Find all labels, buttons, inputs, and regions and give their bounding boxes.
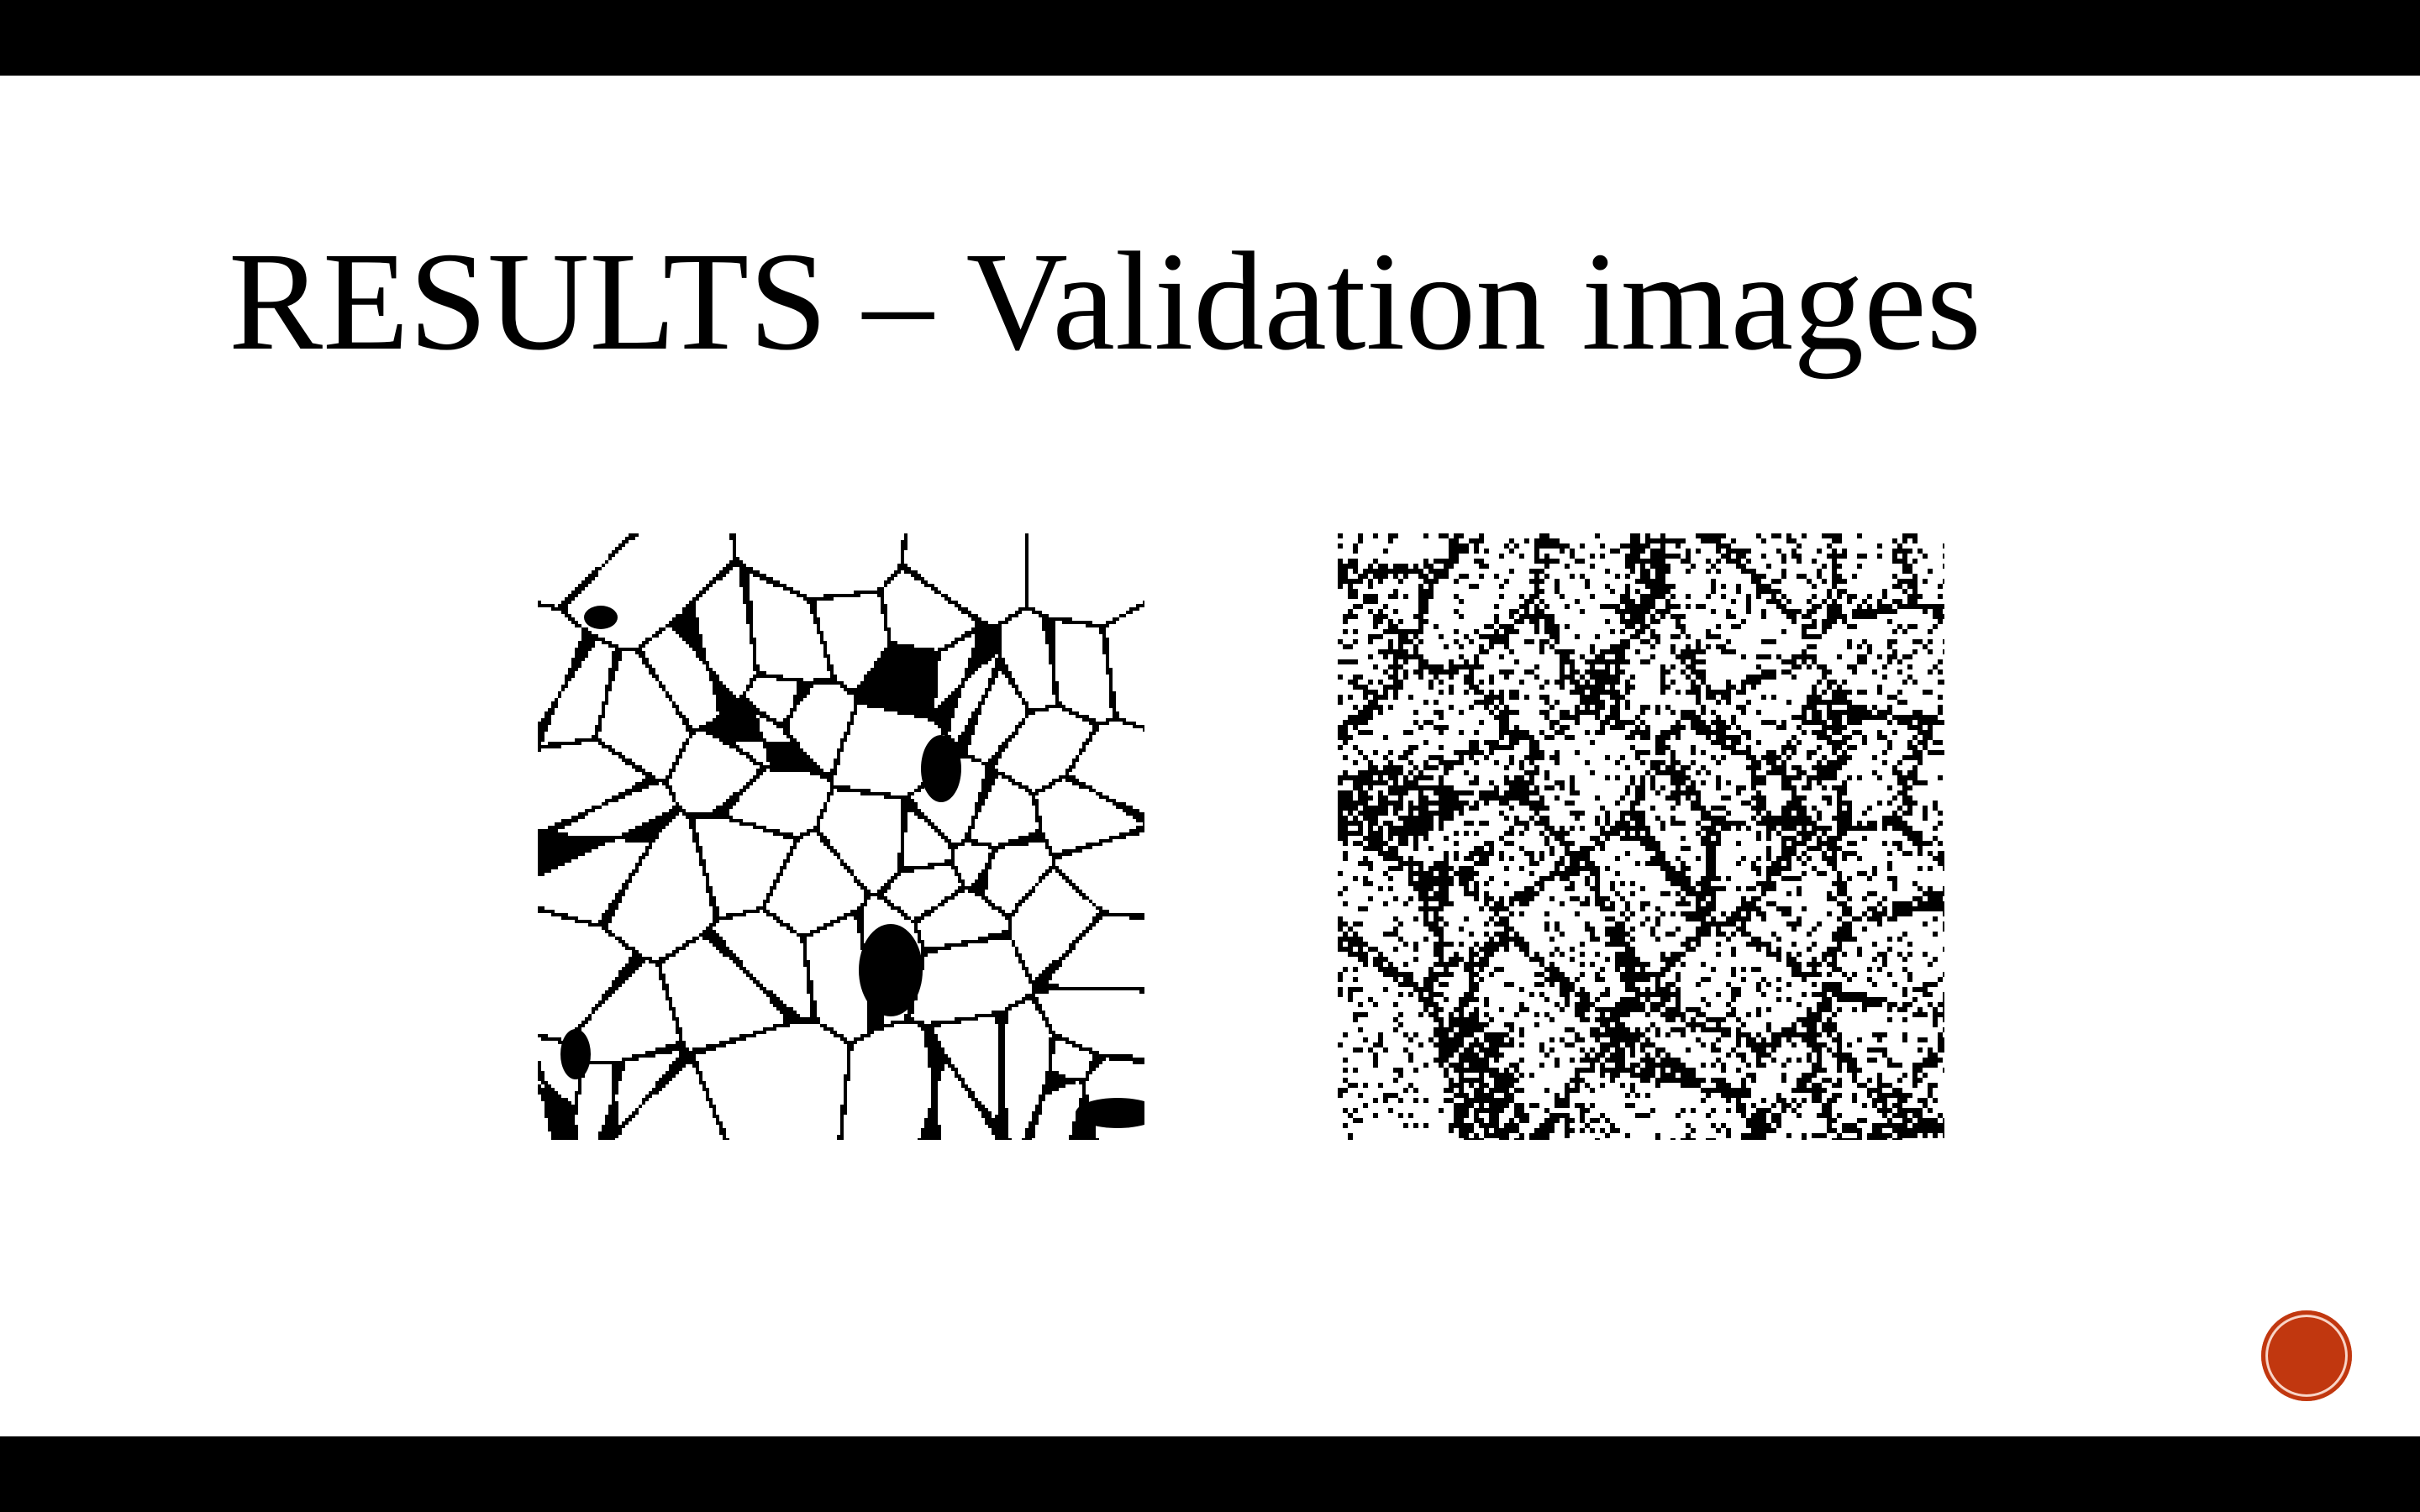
record-circle-icon xyxy=(2266,1315,2347,1396)
interstitial-region xyxy=(1076,1098,1144,1128)
interstitial-region xyxy=(921,735,961,802)
bottom-letterbox xyxy=(0,1436,2420,1512)
prediction-noise-image xyxy=(1338,533,1944,1140)
segmentation-mask-image xyxy=(538,533,1144,1140)
ground-truth-image xyxy=(538,533,1144,1140)
presentation-slide: RESULTS – Validation images xyxy=(0,76,2420,1436)
interstitial-region xyxy=(859,924,923,1016)
interstitial-region xyxy=(560,1029,591,1079)
record-button[interactable] xyxy=(2261,1310,2352,1401)
interstitial-region xyxy=(584,606,618,629)
predicted-image xyxy=(1338,533,1944,1140)
top-letterbox xyxy=(0,0,2420,76)
predicted-speckle-pattern xyxy=(1338,533,1944,1140)
slide-title: RESULTS – Validation images xyxy=(229,223,1982,380)
cell-boundary-outlines xyxy=(538,533,1144,1140)
